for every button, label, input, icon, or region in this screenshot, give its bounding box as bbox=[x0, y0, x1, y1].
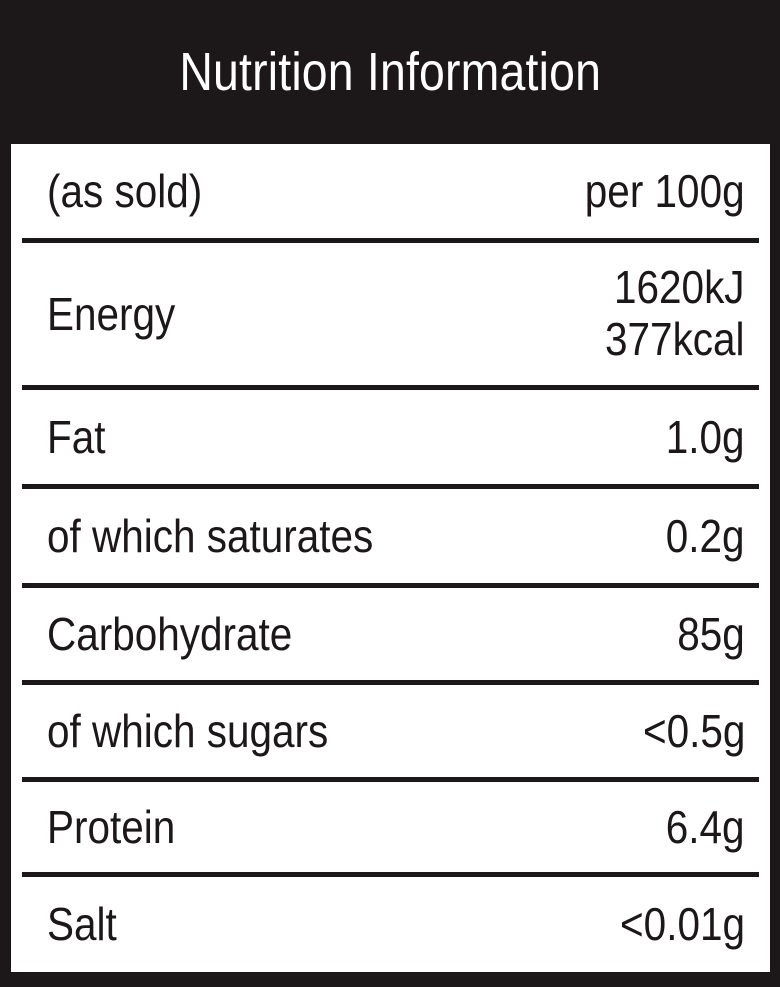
table-row-protein: Protein 6.4g bbox=[22, 777, 759, 872]
nutrient-label-protein: Protein bbox=[47, 800, 176, 853]
table-row-sugars: of which sugars <0.5g bbox=[22, 680, 759, 777]
table-row-carbohydrate: Carbohydrate 85g bbox=[22, 583, 759, 680]
nutrient-value-protein: 6.4g bbox=[666, 800, 745, 853]
nutrition-table-panel: (as sold) per 100g Energy 1620kJ 377kcal… bbox=[11, 144, 770, 972]
nutrient-value-carbohydrate: 85g bbox=[677, 607, 745, 660]
serving-basis-value: per 100g bbox=[585, 164, 745, 217]
nutrient-label-carbohydrate: Carbohydrate bbox=[47, 607, 293, 660]
label-title-bar: Nutrition Information bbox=[0, 0, 780, 144]
nutrient-label-sugars: of which sugars bbox=[47, 704, 329, 757]
nutrient-value-energy: 1620kJ 377kcal bbox=[605, 261, 745, 365]
nutrient-label-energy: Energy bbox=[47, 287, 176, 340]
table-row-salt: Salt <0.01g bbox=[22, 872, 759, 972]
nutrient-value-saturates: 0.2g bbox=[666, 509, 745, 562]
basis-label: (as sold) bbox=[47, 164, 203, 217]
table-row-energy: Energy 1620kJ 377kcal bbox=[22, 238, 759, 385]
table-header-row: (as sold) per 100g bbox=[22, 144, 759, 238]
nutrient-label-saturates: of which saturates bbox=[47, 509, 374, 562]
nutrient-label-fat: Fat bbox=[47, 410, 106, 463]
nutrient-value-sugars: <0.5g bbox=[642, 704, 745, 757]
page-title: Nutrition Information bbox=[179, 42, 601, 102]
nutrient-value-fat: 1.0g bbox=[666, 410, 745, 463]
nutrition-table: (as sold) per 100g Energy 1620kJ 377kcal… bbox=[22, 144, 759, 972]
nutrient-label-salt: Salt bbox=[47, 898, 117, 951]
nutrient-value-salt: <0.01g bbox=[620, 898, 745, 951]
table-row-fat: Fat 1.0g bbox=[22, 385, 759, 484]
table-row-saturates: of which saturates 0.2g bbox=[22, 484, 759, 583]
